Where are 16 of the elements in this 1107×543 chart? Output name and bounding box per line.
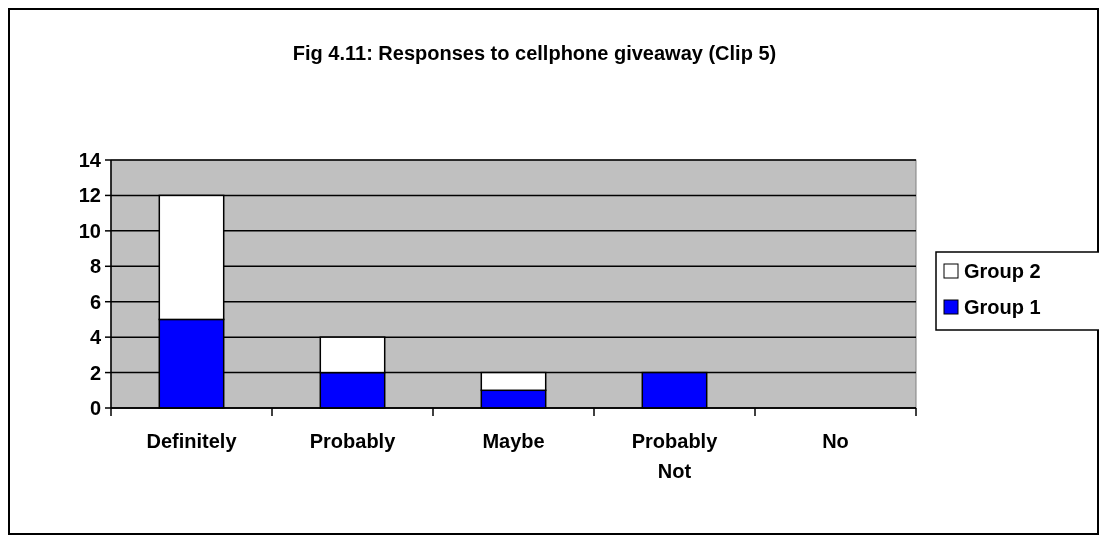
legend-label: Group 1: [964, 296, 1041, 318]
y-tick-label: 6: [89, 290, 101, 313]
y-tick-label: 12: [78, 184, 101, 207]
x-tick-label: No: [822, 430, 849, 452]
x-tick-label: Probably: [309, 430, 397, 452]
y-tick-label: 2: [89, 361, 101, 384]
y-tick-label: 0: [89, 397, 101, 419]
y-tick-label: 8: [89, 255, 101, 278]
y-tick-label: 14: [78, 149, 102, 171]
y-tick-label: 10: [78, 219, 101, 242]
y-tick-label: 4: [89, 326, 102, 349]
x-tick-label: Probably Not: [631, 430, 719, 482]
x-tick-label: Maybe: [482, 430, 545, 452]
chart-title: Fig 4.11: Responses to cellphone giveaway (Clip 5): [292, 42, 777, 64]
x-tick-label: Definitely: [146, 430, 238, 452]
legend-label: Group 2: [964, 260, 1041, 282]
